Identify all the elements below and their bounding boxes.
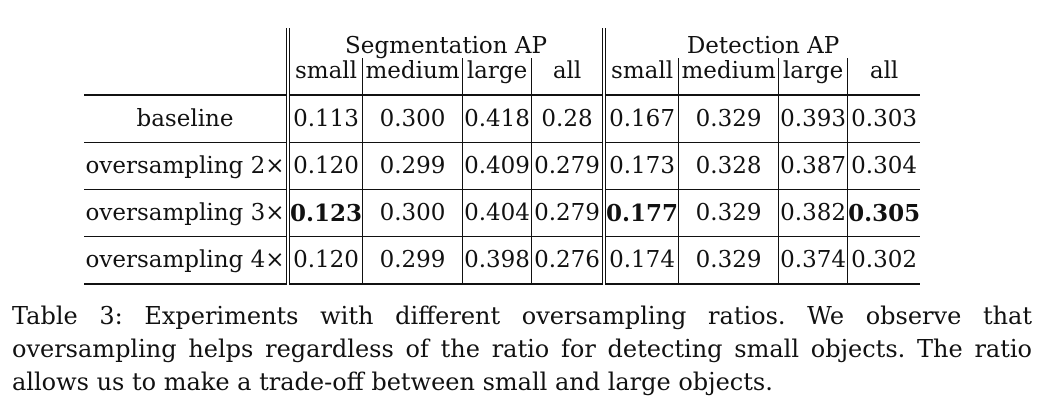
table-cell: 0.120 — [286, 236, 363, 285]
col-header-seg-medium: medium — [362, 58, 463, 96]
table-cell: 0.302 — [847, 236, 921, 285]
row-label: oversampling 4× — [84, 236, 288, 285]
table-cell: 0.276 — [531, 236, 605, 285]
table-row: baseline 0.113 0.300 0.418 0.28 0.167 0.329 0.3… — [84, 95, 921, 143]
table-cell: 0.173 — [602, 142, 679, 190]
table-cell: 0.120 — [286, 142, 363, 190]
row-label: baseline — [84, 95, 288, 143]
col-header-det-all: all — [847, 58, 921, 96]
col-header-det-medium: medium — [678, 58, 779, 96]
table-row: oversampling 2× 0.120 0.299 0.409 0.279 0.173… — [84, 142, 921, 190]
column-header-row: small medium large all small medium larg… — [84, 58, 921, 96]
col-header-seg-all: all — [531, 58, 605, 96]
col-header-seg-small: small — [286, 58, 363, 96]
group-header-row: Segmentation AP Detection AP — [84, 28, 921, 58]
table-cell: 0.174 — [602, 236, 679, 285]
col-header-det-large: large — [778, 58, 848, 96]
corner-cell — [84, 58, 288, 96]
table-cell: 0.123 — [286, 189, 363, 237]
table-cell: 0.329 — [678, 189, 779, 237]
table-cell: 0.303 — [847, 95, 921, 143]
table-cell: 0.387 — [778, 142, 848, 190]
table-caption: Table 3: Experiments with different over… — [12, 302, 1032, 396]
table-cell: 0.167 — [602, 95, 679, 143]
table-cell: 0.393 — [778, 95, 848, 143]
table-cell: 0.300 — [362, 95, 463, 143]
row-label: oversampling 3× — [84, 189, 288, 237]
table-cell: 0.329 — [678, 236, 779, 285]
table-body: baseline 0.113 0.300 0.418 0.28 0.167 0.329 0.3… — [84, 95, 921, 285]
table-cell: 0.177 — [602, 189, 679, 237]
col-header-det-small: small — [602, 58, 679, 96]
table-cell: 0.418 — [462, 95, 532, 143]
table-cell: 0.409 — [462, 142, 532, 190]
table-cell: 0.404 — [462, 189, 532, 237]
table-row: oversampling 3× 0.123 0.300 0.404 0.279 0.177… — [84, 189, 921, 237]
table-cell: 0.382 — [778, 189, 848, 237]
table-cell: 0.328 — [678, 142, 779, 190]
group-header-segmentation: Segmentation AP — [285, 28, 605, 58]
results-table: Segmentation AP Detection AP small mediu… — [84, 28, 921, 285]
table-cell: 0.299 — [362, 236, 463, 285]
group-header-detection: Detection AP — [602, 28, 921, 58]
table-cell: 0.299 — [362, 142, 463, 190]
table-cell: 0.279 — [531, 189, 605, 237]
table-cell: 0.329 — [678, 95, 779, 143]
table-cell: 0.28 — [531, 95, 605, 143]
table-cell: 0.374 — [778, 236, 848, 285]
corner-cell — [84, 28, 288, 58]
table-cell: 0.113 — [286, 95, 363, 143]
table-cell: 0.279 — [531, 142, 605, 190]
row-label: oversampling 2× — [84, 142, 288, 190]
table-cell: 0.300 — [362, 189, 463, 237]
table-cell: 0.398 — [462, 236, 532, 285]
results-table-container: Segmentation AP Detection AP small mediu… — [84, 28, 954, 285]
col-header-seg-large: large — [462, 58, 532, 96]
table-cell: 0.304 — [847, 142, 921, 190]
table-row: oversampling 4× 0.120 0.299 0.398 0.276 0.174… — [84, 236, 921, 285]
table-cell: 0.305 — [847, 189, 921, 237]
